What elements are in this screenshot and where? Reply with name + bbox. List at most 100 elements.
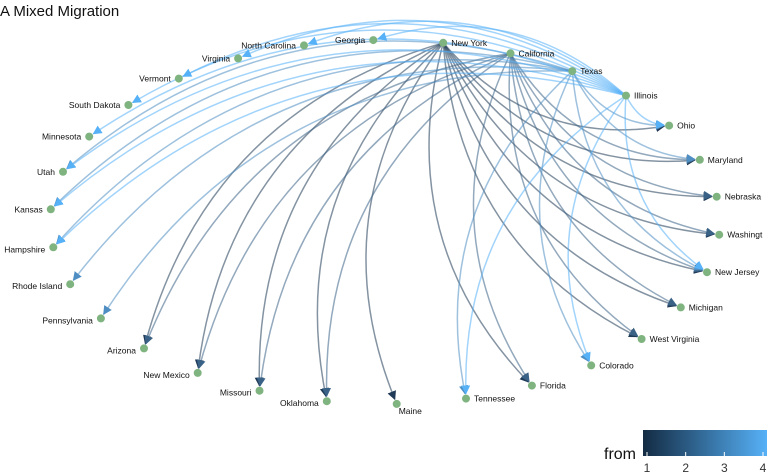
node-label-west-virginia: West Virginia <box>650 334 700 344</box>
node-label-vermont: Vermont <box>139 74 171 84</box>
node-colorado <box>587 361 596 370</box>
node-rhode-island <box>66 280 75 289</box>
edge-illinois-to-new-jersey <box>624 95 704 270</box>
edge-california-to-washingt <box>509 53 716 237</box>
node-label-tennessee: Tennessee <box>474 394 515 404</box>
legend-tick-label: 3 <box>721 461 728 475</box>
node-west-virginia <box>637 335 646 343</box>
edge-illinois-to-tennessee <box>461 94 627 395</box>
node-minnesota <box>85 132 94 141</box>
node-new-york <box>439 38 448 47</box>
node-label-maine: Maine <box>399 406 422 416</box>
nodes-layer <box>46 36 724 408</box>
node-new-mexico <box>193 368 202 377</box>
node-label-illinois: Illinois <box>634 91 658 101</box>
edge-new-york-to-florida <box>428 42 530 383</box>
edge-california-to-new-mexico <box>196 52 511 369</box>
node-label-utah: Utah <box>37 167 55 177</box>
node-maine <box>392 399 401 408</box>
node-california <box>506 49 515 58</box>
node-label-california: California <box>519 48 555 58</box>
node-label-new-jersey: New Jersey <box>715 267 760 277</box>
edge-new-york-to-washingt <box>442 42 716 238</box>
edge-texas-to-hampshire <box>55 58 573 245</box>
node-vermont <box>174 74 183 83</box>
edge-new-york-to-new-jersey <box>442 42 703 274</box>
color-legend: from 1 2 3 4 <box>604 430 767 475</box>
edge-illinois-to-utah <box>66 49 627 170</box>
edge-illinois-to-colorado <box>567 95 627 362</box>
edge-illinois-to-north-carolina <box>307 20 627 97</box>
node-utah <box>59 167 67 176</box>
edge-california-to-florida <box>472 52 530 383</box>
node-pennsylvania <box>96 314 105 323</box>
chart-title: A Mixed Migration <box>0 3 120 20</box>
node-label-rhode-island: Rhode Island <box>12 281 62 291</box>
node-hampshire <box>49 243 58 252</box>
node-label-georgia: Georgia <box>335 35 366 45</box>
edge-california-to-new-jersey <box>509 53 704 273</box>
node-label-hampshire: Hampshire <box>4 244 45 254</box>
edge-texas-to-rhode-island <box>72 66 573 282</box>
edges-layer <box>53 19 716 401</box>
edge-illinois-to-kansas <box>53 60 627 207</box>
legend-tick-label: 2 <box>682 461 689 475</box>
edge-texas-to-maryland <box>571 70 696 163</box>
node-label-florida: Florida <box>540 381 566 391</box>
node-south-dakota <box>124 101 133 109</box>
edge-illinois-to-south-dakota <box>131 29 627 104</box>
edge-new-york-to-oklahoma <box>316 42 444 398</box>
node-label-colorado: Colorado <box>599 360 634 370</box>
node-label-maryland: Maryland <box>708 155 743 165</box>
edge-new-york-to-west-virginia <box>442 42 639 338</box>
node-label-new-york: New York <box>451 38 488 48</box>
node-washingt <box>715 230 724 239</box>
edge-illinois-to-ohio <box>625 95 665 129</box>
node-missouri <box>255 386 264 395</box>
edge-illinois-to-virginia <box>241 19 627 97</box>
legend-ticks: 1 2 3 4 <box>644 452 767 475</box>
node-arizona <box>140 344 148 353</box>
node-labels-layer: Georgia North Carolina Virginia Vermont Sout… <box>4 35 763 416</box>
node-tennessee <box>462 394 470 403</box>
edge-new-york-to-nebraska <box>442 42 713 202</box>
edge-california-to-michigan <box>509 53 678 306</box>
edge-california-to-nebraska <box>509 52 713 200</box>
edge-california-to-oklahoma <box>322 52 511 398</box>
node-label-oklahoma: Oklahoma <box>280 398 319 408</box>
edge-illinois-to-hampshire <box>56 72 627 245</box>
edge-texas-to-colorado <box>538 70 590 362</box>
node-label-minnesota: Minnesota <box>42 132 81 142</box>
edge-texas-to-kansas <box>53 49 573 207</box>
edge-california-to-west-virginia <box>508 53 639 337</box>
node-label-texas: Texas <box>580 66 602 76</box>
node-north-carolina <box>300 41 308 50</box>
edge-california-to-maryland <box>509 52 696 165</box>
node-georgia <box>369 36 378 45</box>
node-label-nebraska: Nebraska <box>725 192 762 202</box>
legend-colorbar <box>643 430 767 456</box>
node-label-north-carolina: North Carolina <box>241 40 296 50</box>
edge-texas-to-new-jersey <box>571 71 704 271</box>
node-texas <box>568 67 577 76</box>
node-florida <box>527 381 536 390</box>
edge-new-york-to-new-mexico <box>194 42 444 369</box>
edge-california-to-missouri <box>256 52 511 387</box>
node-label-new-mexico: New Mexico <box>143 370 190 380</box>
node-label-ohio: Ohio <box>677 121 695 131</box>
node-label-missouri: Missouri <box>220 388 252 398</box>
legend-tick-label: 4 <box>760 461 767 475</box>
node-label-kansas: Kansas <box>14 204 42 214</box>
node-michigan <box>676 303 685 312</box>
node-nebraska <box>712 192 721 201</box>
node-new-jersey <box>703 268 711 277</box>
node-oklahoma <box>322 397 331 406</box>
edge-texas-to-tennessee <box>456 70 573 395</box>
edge-new-york-to-maine <box>365 42 444 401</box>
edge-new-york-to-missouri <box>254 42 444 387</box>
node-label-washingt: Washingt <box>727 230 763 240</box>
edge-illinois-to-minnesota <box>92 38 627 135</box>
edge-illinois-to-vermont <box>182 22 627 97</box>
node-label-south-dakota: South Dakota <box>69 100 121 110</box>
